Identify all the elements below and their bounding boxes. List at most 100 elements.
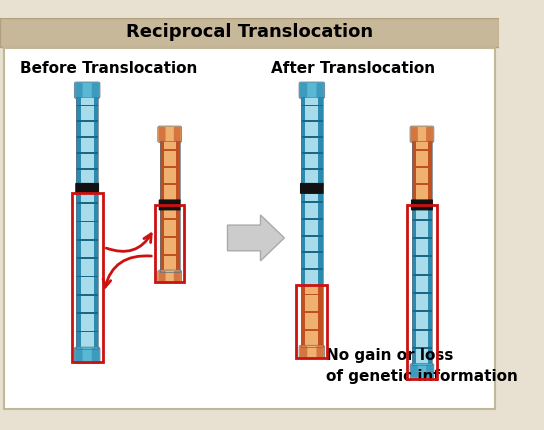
Bar <box>76 257 98 259</box>
Bar <box>301 120 323 122</box>
Bar <box>301 168 323 170</box>
Bar <box>76 97 98 184</box>
Bar <box>159 236 180 238</box>
Text: No gain or loss
of genetic information: No gain or loss of genetic information <box>326 348 517 384</box>
Bar <box>0 18 499 47</box>
Bar <box>412 310 432 312</box>
Text: Reciprocal Translocation: Reciprocal Translocation <box>126 24 373 41</box>
FancyBboxPatch shape <box>299 345 325 358</box>
FancyBboxPatch shape <box>300 83 307 98</box>
Bar <box>416 209 428 366</box>
Bar <box>159 209 164 272</box>
Bar <box>412 255 432 257</box>
Bar <box>412 274 432 276</box>
Bar <box>301 311 323 313</box>
FancyBboxPatch shape <box>426 365 433 378</box>
Bar <box>159 141 164 200</box>
Bar <box>76 97 81 184</box>
Bar <box>76 312 98 314</box>
Bar <box>159 183 180 185</box>
Bar <box>301 252 323 253</box>
Bar <box>301 136 323 138</box>
Bar <box>412 209 432 366</box>
Bar <box>318 193 323 285</box>
Bar <box>94 97 98 184</box>
FancyBboxPatch shape <box>411 365 418 378</box>
Bar <box>159 254 180 256</box>
Bar <box>176 209 180 272</box>
FancyBboxPatch shape <box>75 83 83 98</box>
FancyBboxPatch shape <box>75 347 100 364</box>
Bar <box>412 141 432 200</box>
Bar <box>301 201 323 203</box>
Bar <box>155 205 184 282</box>
Bar <box>76 136 98 138</box>
FancyBboxPatch shape <box>300 183 324 194</box>
Bar <box>305 285 318 347</box>
FancyBboxPatch shape <box>75 82 100 98</box>
Bar <box>176 141 180 200</box>
Bar <box>318 285 323 347</box>
Bar <box>76 331 98 332</box>
FancyBboxPatch shape <box>159 271 165 282</box>
FancyBboxPatch shape <box>300 346 307 357</box>
Bar <box>301 97 323 184</box>
Bar <box>301 104 323 106</box>
Bar <box>76 239 98 241</box>
FancyBboxPatch shape <box>299 82 325 98</box>
Bar <box>301 193 305 285</box>
Bar <box>94 193 98 349</box>
Bar <box>76 168 98 170</box>
Bar <box>81 193 94 349</box>
FancyBboxPatch shape <box>411 200 433 210</box>
Bar <box>428 209 432 366</box>
Bar <box>76 294 98 296</box>
Bar <box>164 141 176 200</box>
FancyBboxPatch shape <box>158 270 182 283</box>
Bar <box>301 268 323 270</box>
Bar <box>301 285 323 347</box>
Bar <box>76 152 98 154</box>
Bar <box>305 97 318 184</box>
Bar <box>159 166 180 168</box>
Bar <box>412 292 432 294</box>
Bar <box>159 209 180 272</box>
Bar <box>301 329 323 331</box>
FancyBboxPatch shape <box>317 83 324 98</box>
Bar <box>412 237 432 239</box>
Bar <box>407 205 437 379</box>
FancyBboxPatch shape <box>174 271 181 282</box>
FancyArrowPatch shape <box>103 256 151 287</box>
Bar <box>412 141 416 200</box>
Bar <box>76 104 98 106</box>
FancyArrowPatch shape <box>106 234 151 252</box>
FancyBboxPatch shape <box>92 83 99 98</box>
FancyBboxPatch shape <box>410 364 434 378</box>
Bar <box>301 285 305 347</box>
Bar <box>76 120 98 122</box>
Bar <box>76 221 98 222</box>
Bar <box>76 202 98 204</box>
Bar <box>412 219 432 221</box>
Bar <box>412 149 432 151</box>
FancyBboxPatch shape <box>92 348 99 362</box>
Bar <box>301 294 323 295</box>
Bar <box>318 97 323 184</box>
Bar <box>305 193 318 285</box>
Bar <box>76 193 98 349</box>
Bar <box>301 193 323 285</box>
FancyBboxPatch shape <box>410 126 434 142</box>
Polygon shape <box>227 215 285 261</box>
FancyBboxPatch shape <box>158 126 182 142</box>
Bar <box>72 193 103 362</box>
Bar <box>301 218 323 220</box>
Bar <box>412 347 432 349</box>
Bar <box>416 141 428 200</box>
Bar <box>164 209 176 272</box>
Bar <box>412 183 432 185</box>
FancyBboxPatch shape <box>426 127 433 141</box>
Bar <box>296 285 327 358</box>
FancyBboxPatch shape <box>159 200 181 210</box>
Bar <box>159 149 180 151</box>
Bar <box>412 209 416 366</box>
